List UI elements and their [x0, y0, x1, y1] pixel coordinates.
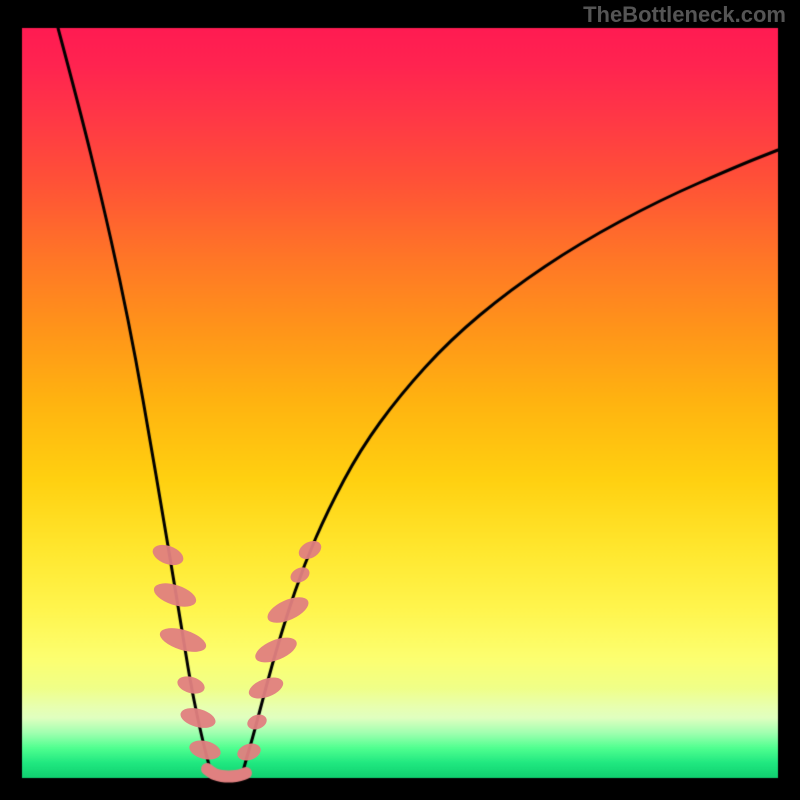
- curve-bead: [187, 737, 222, 762]
- curve-bead: [264, 592, 312, 628]
- curve-bead: [157, 623, 209, 656]
- curve-bead: [151, 579, 199, 612]
- curve-bead: [288, 564, 312, 585]
- curve-bead: [246, 673, 286, 702]
- curve-bead: [245, 712, 269, 732]
- curve-bead: [296, 537, 325, 562]
- chart-overlay-svg: [0, 0, 800, 800]
- watermark-text: TheBottleneck.com: [583, 2, 786, 28]
- curve-bead: [150, 541, 186, 569]
- curve-bead: [175, 673, 206, 696]
- chart-container: TheBottleneck.com: [0, 0, 800, 800]
- curve-bead: [252, 632, 300, 667]
- curve-bead: [178, 705, 217, 732]
- curve-bead: [235, 741, 263, 764]
